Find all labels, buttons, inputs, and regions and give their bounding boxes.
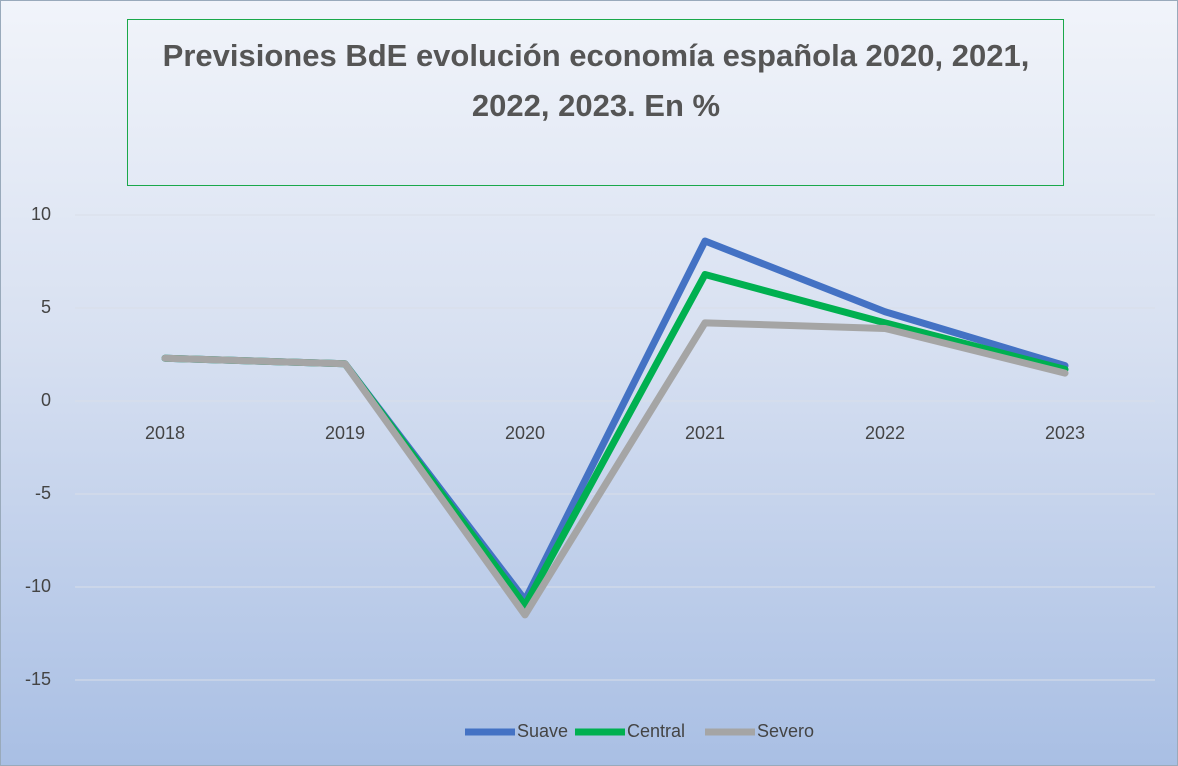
x-tick-label: 2021 bbox=[685, 423, 725, 443]
legend-label: Central bbox=[627, 721, 685, 741]
legend-label: Suave bbox=[517, 721, 568, 741]
x-tick-label: 2019 bbox=[325, 423, 365, 443]
chart-title: Previsiones BdE evolución economía españ… bbox=[162, 38, 1030, 123]
legend-label: Severo bbox=[757, 721, 814, 741]
x-tick-label: 2023 bbox=[1045, 423, 1085, 443]
y-tick-label: -5 bbox=[35, 483, 51, 503]
x-tick-label: 2022 bbox=[865, 423, 905, 443]
x-tick-label: 2018 bbox=[145, 423, 185, 443]
y-tick-label: 5 bbox=[41, 297, 51, 317]
title-box bbox=[127, 19, 1064, 186]
y-tick-label: 10 bbox=[31, 204, 51, 224]
x-tick-label: 2020 bbox=[505, 423, 545, 443]
y-tick-label: 0 bbox=[41, 390, 51, 410]
series-line bbox=[161, 237, 1069, 604]
y-tick-label: -15 bbox=[25, 669, 51, 689]
y-tick-label: -10 bbox=[25, 576, 51, 596]
series-line bbox=[161, 319, 1069, 619]
